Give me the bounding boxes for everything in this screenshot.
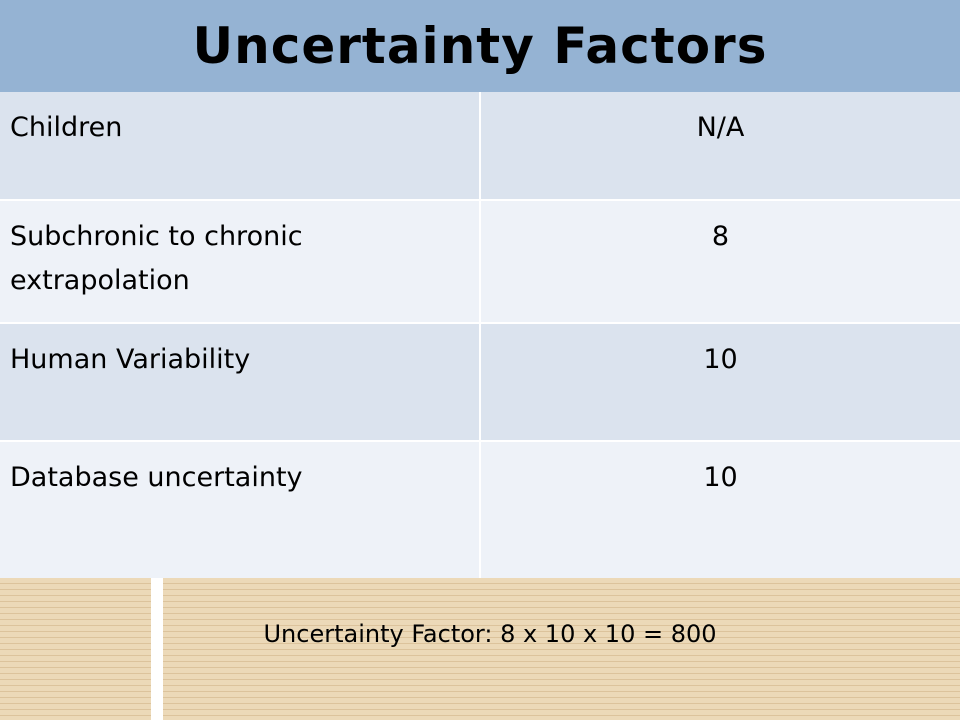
table-row: Children N/A (0, 92, 960, 201)
value-cell: N/A (480, 92, 960, 201)
table-row: Database uncertainty 10 (0, 441, 960, 580)
value-cell: 10 (480, 441, 960, 580)
uncertainty-formula: Uncertainty Factor: 8 x 10 x 10 = 800 (263, 620, 717, 648)
table-row: Subchronic to chronic extrapolation 8 (0, 200, 960, 324)
factor-cell: Database uncertainty (0, 441, 481, 580)
value-cell: 8 (480, 200, 960, 324)
table-row: Human Variability 10 (0, 323, 960, 442)
factor-cell: Children (0, 92, 481, 201)
band-divider (151, 578, 163, 720)
factor-cell: Subchronic to chronic extrapolation (0, 200, 481, 324)
title-band: Uncertainty Factors (0, 0, 960, 92)
factor-cell: Human Variability (0, 323, 481, 442)
slide-title: Uncertainty Factors (192, 17, 768, 75)
uncertainty-factors-table: Children N/A Subchronic to chronic extra… (0, 92, 960, 580)
value-cell: 10 (480, 323, 960, 442)
